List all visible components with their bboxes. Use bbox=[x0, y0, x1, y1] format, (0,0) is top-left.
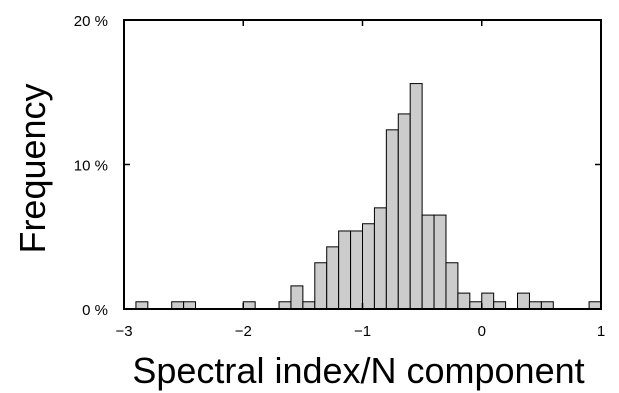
histogram-bar bbox=[421, 214, 435, 310]
histogram-bar bbox=[278, 301, 292, 310]
histogram-bar bbox=[517, 292, 530, 310]
histogram-bar bbox=[433, 214, 447, 310]
histogram-bar bbox=[409, 83, 423, 310]
histogram-bar bbox=[314, 262, 328, 310]
y-axis-label: Frequency bbox=[12, 83, 53, 253]
histogram-bar bbox=[445, 262, 459, 310]
histogram-bar bbox=[135, 301, 149, 310]
histogram-bar bbox=[362, 223, 375, 310]
histogram-bar bbox=[493, 301, 507, 310]
histogram-bar bbox=[385, 129, 399, 310]
x-tick-label: 0 bbox=[478, 323, 486, 340]
histogram-bar bbox=[588, 301, 602, 310]
histogram-bar bbox=[183, 301, 197, 310]
histogram-bar bbox=[528, 301, 542, 310]
histogram-bar bbox=[373, 207, 387, 310]
histogram-bar bbox=[242, 301, 256, 310]
histogram-bar bbox=[326, 246, 340, 310]
bars-group bbox=[135, 83, 602, 310]
histogram-bar bbox=[290, 285, 304, 310]
x-tick-label: 1 bbox=[597, 323, 605, 340]
histogram-bar bbox=[469, 301, 483, 310]
histogram-bar bbox=[302, 301, 316, 310]
histogram-bar bbox=[540, 301, 554, 310]
y-tick-label: 20 % bbox=[74, 13, 108, 30]
x-axis-label: Spectral index/N component bbox=[132, 350, 584, 391]
x-tick-label: −3 bbox=[115, 323, 132, 340]
x-tick-label: −1 bbox=[354, 323, 371, 340]
histogram-bar bbox=[350, 230, 364, 310]
plot-frame bbox=[123, 19, 602, 310]
histogram-bar bbox=[171, 301, 185, 310]
y-tick-label: 0 % bbox=[82, 302, 108, 319]
histogram-bar bbox=[397, 113, 411, 310]
histogram-bar bbox=[457, 292, 471, 310]
y-tick-label: 10 % bbox=[74, 158, 108, 175]
histogram-bar bbox=[338, 230, 352, 310]
histogram-bar bbox=[481, 292, 495, 310]
x-tick-label: −2 bbox=[235, 323, 252, 340]
